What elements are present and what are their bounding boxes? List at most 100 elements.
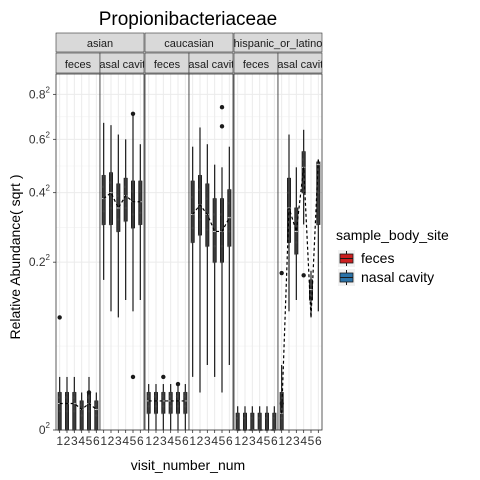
box-body [183,392,188,414]
box-x1 [101,122,106,280]
box-x3 [116,134,121,318]
box-body [190,180,195,243]
box-x6 [138,144,143,301]
median-trend-line [281,159,319,414]
sample-point [176,391,180,394]
sample-point [124,176,127,180]
sample-point [302,150,305,154]
sample-point [214,230,217,233]
sample-point [213,244,216,248]
sample-point [168,395,172,398]
x-tick-label: 1 [234,434,241,448]
sample-point [138,189,141,193]
x-tick-label: 4 [300,434,307,448]
sample-point [184,391,187,394]
sample-point [183,395,186,398]
sample-point [257,416,261,420]
sample-point [95,399,98,403]
x-tick-label: 3 [71,434,78,448]
box-body [286,177,291,243]
box-body [109,172,114,225]
sample-point [162,404,165,408]
site-strip-label: nasal cavity [182,59,240,71]
sample-point [243,411,247,415]
panel-asian-feces [55,73,101,432]
x-tick-label: 1 [278,434,285,448]
sample-point [109,171,113,175]
sample-point [117,206,121,210]
x-tick-label: 3 [204,434,211,448]
sample-point [184,404,187,408]
sample-point [286,191,290,194]
sample-point [309,278,313,282]
outlier-point [86,390,92,395]
box-body [242,412,247,431]
y-tick-exponent: 2 [46,184,51,193]
y-tick-label: 02 [39,421,51,437]
site-strip: feces [55,52,101,74]
box-x5 [130,113,135,312]
legend-label: feces [361,250,394,266]
box-body [264,412,269,431]
site-strip: nasal cavity [182,52,240,74]
site-strip-label: feces [65,59,92,71]
box-body [294,207,299,255]
sample-point [191,179,194,183]
sample-point [161,411,164,415]
sample-point [65,409,69,413]
sample-point [184,399,188,403]
panel-hispanic_or_latino-feces [233,73,279,432]
y-tick-label: 0.82 [29,85,51,101]
sample-point [73,402,77,405]
facet-row-strips: asian caucasian hispanic_or_latino [55,32,323,53]
sample-point [287,176,291,180]
outlier-point [279,270,284,276]
sample-point [101,185,105,189]
x-tick-label: 6 [226,434,233,448]
sample-point [139,211,142,215]
sample-point [317,191,320,194]
sample-point [213,197,216,200]
sample-point [65,391,69,394]
sample-point [212,260,216,264]
box-x4 [168,384,173,430]
median-trend-line [59,402,97,411]
sample-point [95,414,98,417]
sample-point [205,244,208,248]
x-tick-label: 1 [145,434,152,448]
sample-point [162,399,166,403]
sample-point [190,241,194,244]
sample-point [251,411,254,415]
x-tick-label: 6 [182,434,189,448]
box-x4 [212,164,217,377]
site-strip-label: feces [154,59,181,71]
legend-entry: feces [338,250,394,267]
x-tick-label: 2 [242,434,249,448]
sample-point [64,396,68,399]
sample-point [57,396,61,399]
x-tick-label: 3 [115,434,122,448]
sample-point [175,395,179,398]
box-body [138,180,143,225]
site-strip-box [188,52,234,74]
sample-point [250,416,253,420]
sample-point [117,218,120,221]
sample-point [147,404,150,408]
outlier-point [219,124,225,129]
sample-point [131,213,135,216]
panel-background [56,74,100,430]
sample-point [273,411,276,415]
sample-point [131,179,135,183]
site-strip-box [277,52,323,74]
box-body [153,392,158,414]
y-tick-label: 0.42 [29,184,51,200]
box-x2 [109,125,114,312]
x-tick-label: 4 [211,434,218,448]
sample-point [102,209,105,213]
sample-point [265,411,269,415]
y-axis-title: Relative Abundance( sqrt ) [7,175,23,340]
box-body [130,180,135,229]
sample-point [301,158,305,161]
legend-title: sample_body_site [336,227,449,243]
